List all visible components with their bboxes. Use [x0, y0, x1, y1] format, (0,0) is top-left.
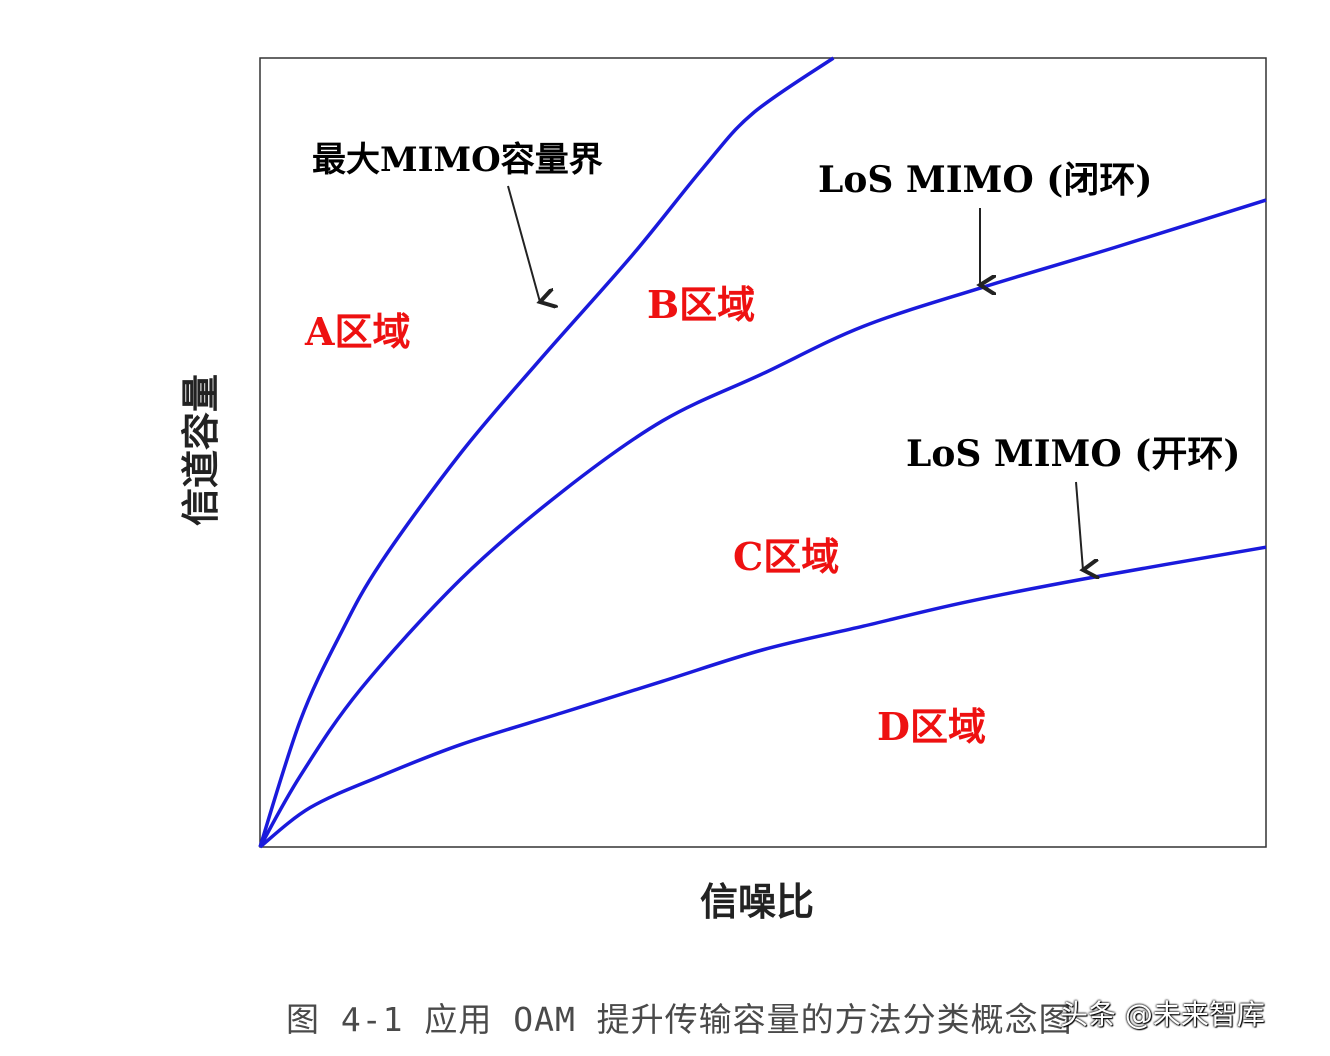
annotation-arrow-los-mimo-open-loop: [1075, 481, 1083, 570]
region-label-c: C区域: [733, 534, 839, 579]
region-label-b: B区域: [647, 282, 755, 327]
annotation-los-mimo-closed-loop: LoS MIMO (闭环): [818, 159, 1152, 201]
series-line-max-mimo-bound: [258, 56, 835, 848]
annotation-arrow-max-mimo-bound: [507, 185, 540, 302]
plot-frame: [259, 57, 1267, 848]
region-label-d: D区域: [877, 704, 986, 749]
series-line-los-mimo-closed-loop: [258, 198, 1267, 848]
region-label-a: A区域: [304, 309, 410, 354]
annotation-max-mimo-bound: 最大MIMO容量界: [312, 140, 603, 180]
y-axis-label: 信道容量: [179, 374, 223, 526]
watermark: 头条 @未来智库: [1060, 998, 1265, 1031]
series-line-los-mimo-open-loop: [258, 545, 1267, 849]
x-axis-label: 信噪比: [700, 880, 814, 924]
figure-caption: 图 4-1 应用 OAM 提升传输容量的方法分类概念图: [286, 1000, 1073, 1039]
annotation-los-mimo-open-loop: LoS MIMO (开环): [906, 433, 1240, 475]
